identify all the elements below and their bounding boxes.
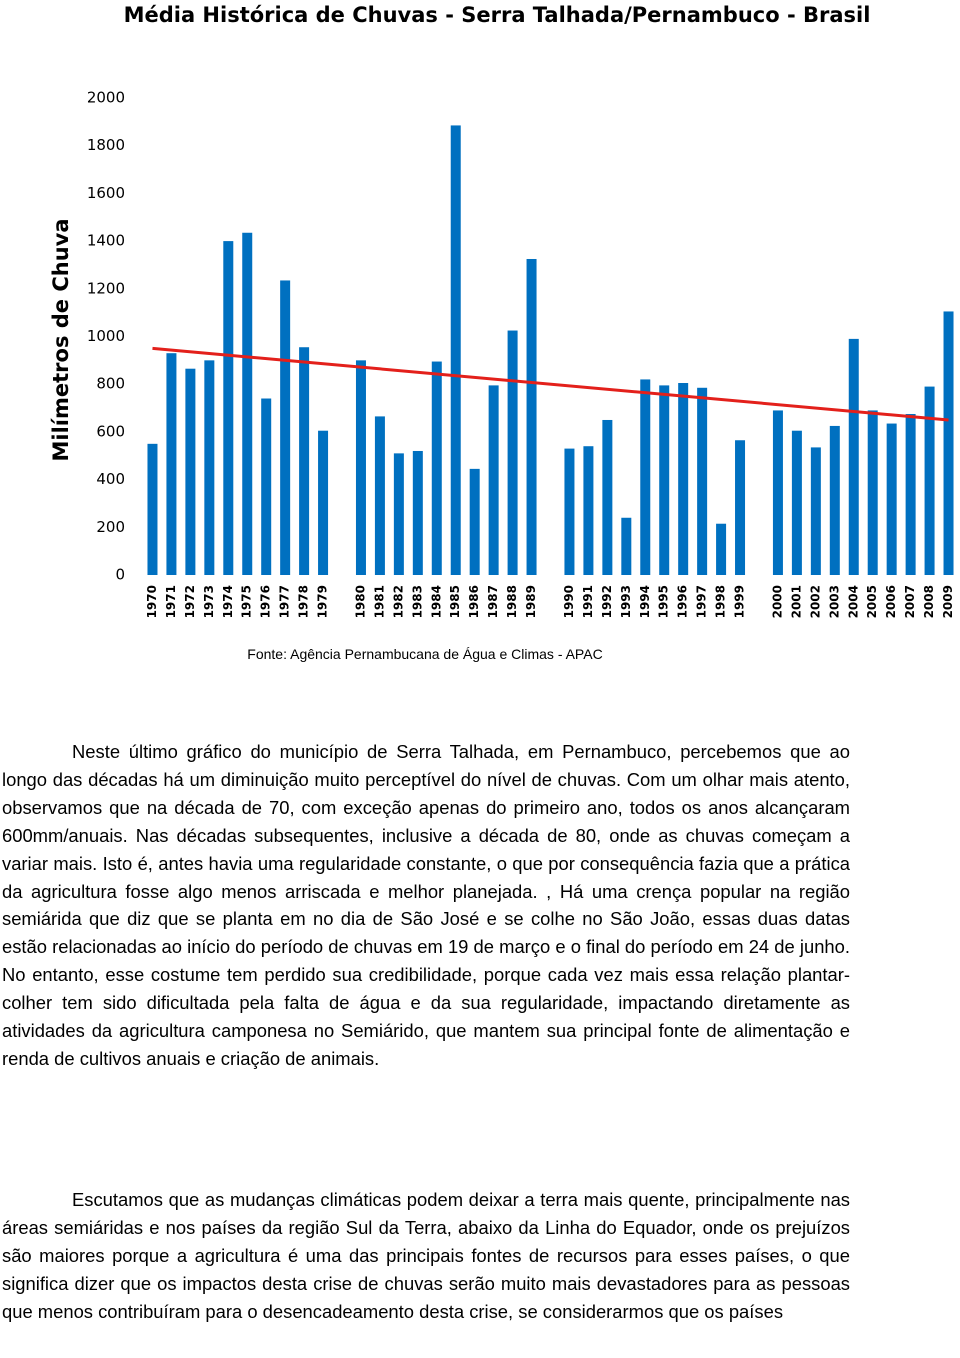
bar [943, 311, 954, 575]
bar [147, 443, 158, 575]
x-tick-label: 1983 [410, 585, 424, 618]
bar [299, 347, 310, 575]
source-note: Fonte: Agência Pernambucana de Água e Cl… [247, 646, 603, 662]
y-tick-label: 0 [115, 566, 125, 584]
x-tick-label: 1999 [733, 585, 747, 618]
bar [924, 386, 935, 575]
x-tick-label: 1988 [505, 585, 519, 618]
bar [697, 387, 708, 575]
bar [772, 410, 783, 575]
x-tick-label: 1971 [164, 585, 178, 618]
x-tick-label: 1985 [448, 585, 462, 618]
bar [355, 360, 366, 575]
bar [735, 440, 746, 575]
bar [166, 353, 177, 575]
paragraph: Neste último gráfico do município de Ser… [2, 741, 850, 1069]
x-tick-label: 2009 [941, 585, 955, 618]
x-tick-label: 2000 [770, 585, 784, 618]
x-tick-label: 2006 [884, 585, 898, 618]
x-tick-label: 1995 [657, 585, 671, 618]
x-tick-label: 1981 [372, 585, 386, 618]
y-tick-label: 2000 [87, 89, 125, 107]
bar [393, 453, 404, 575]
bar [602, 419, 613, 575]
x-tick-label: 2008 [922, 585, 936, 618]
bar [659, 385, 670, 575]
x-tick-label: 2003 [827, 585, 841, 618]
bar [640, 379, 651, 575]
bar [185, 368, 196, 575]
x-tick-label: 1989 [524, 585, 538, 618]
x-tick-label: 1982 [391, 585, 405, 618]
chart: Média Histórica de Chuvas - Serra Talhad… [49, 3, 955, 618]
bar [810, 447, 821, 575]
x-tick-label: 1990 [562, 585, 576, 618]
y-tick-label: 200 [96, 518, 125, 536]
x-tick-label: 2004 [846, 585, 860, 618]
x-tick-label: 1993 [619, 585, 633, 618]
bar [223, 241, 234, 575]
x-tick-label: 1991 [581, 585, 595, 618]
x-tick-label: 1978 [297, 585, 311, 618]
x-tick-label: 2007 [903, 585, 917, 618]
y-axis-title: Milímetros de Chuva [49, 218, 73, 461]
bar [867, 410, 878, 575]
x-tick-label: 1975 [240, 585, 254, 618]
bar [374, 416, 385, 575]
x-tick-label: 1976 [259, 585, 273, 618]
bar [488, 385, 499, 575]
x-tick-label: 2002 [808, 585, 822, 618]
bar [583, 446, 594, 575]
bar [242, 232, 253, 575]
y-tick-label: 400 [96, 470, 125, 488]
x-tick-label: 1977 [278, 585, 292, 618]
bar [905, 414, 916, 575]
x-tick-label: 1996 [676, 585, 690, 618]
bar [431, 361, 442, 575]
trendline [152, 346, 949, 422]
x-tick-label: 1998 [714, 585, 728, 618]
bar [280, 280, 291, 575]
y-tick-label: 800 [96, 375, 125, 393]
bar [469, 468, 480, 575]
bar [564, 448, 575, 575]
bar [791, 430, 802, 575]
y-tick-label: 1000 [87, 327, 125, 345]
chart-title: Média Histórica de Chuvas - Serra Talhad… [124, 3, 871, 27]
x-tick-label: 2005 [865, 585, 879, 618]
bar [829, 425, 840, 575]
y-tick-label: 1200 [87, 279, 125, 297]
y-tick-label: 1800 [87, 136, 125, 154]
bar [261, 398, 272, 575]
bar [678, 383, 689, 575]
bar [450, 125, 461, 576]
y-tick-label: 600 [96, 422, 125, 440]
x-tick-label: 1984 [429, 585, 443, 618]
x-tick-label: 1992 [600, 585, 614, 618]
paragraph: Escutamos que as mudanças climáticas pod… [2, 1189, 850, 1322]
x-tick-label: 1997 [695, 585, 709, 618]
bar [848, 338, 859, 575]
x-tick-label: 1994 [638, 585, 652, 618]
y-tick-label: 1600 [87, 184, 125, 202]
bar [412, 450, 423, 575]
x-tick-label: 1979 [316, 585, 330, 618]
bar [886, 423, 897, 575]
bar [507, 330, 518, 575]
x-tick-label: 1973 [202, 585, 216, 618]
x-tick-label: 1972 [183, 585, 197, 618]
x-tick-label: 1980 [353, 585, 367, 618]
bar [716, 523, 727, 575]
bar [204, 360, 215, 575]
bar [526, 258, 537, 575]
x-tick-label: 1987 [486, 585, 500, 618]
bar [621, 517, 632, 575]
bar [318, 430, 329, 575]
x-tick-label: 2001 [789, 585, 803, 618]
x-tick-label: 1986 [467, 585, 481, 618]
x-tick-label: 1970 [145, 585, 159, 618]
y-tick-label: 1400 [87, 232, 125, 250]
x-tick-label: 1974 [221, 585, 235, 618]
